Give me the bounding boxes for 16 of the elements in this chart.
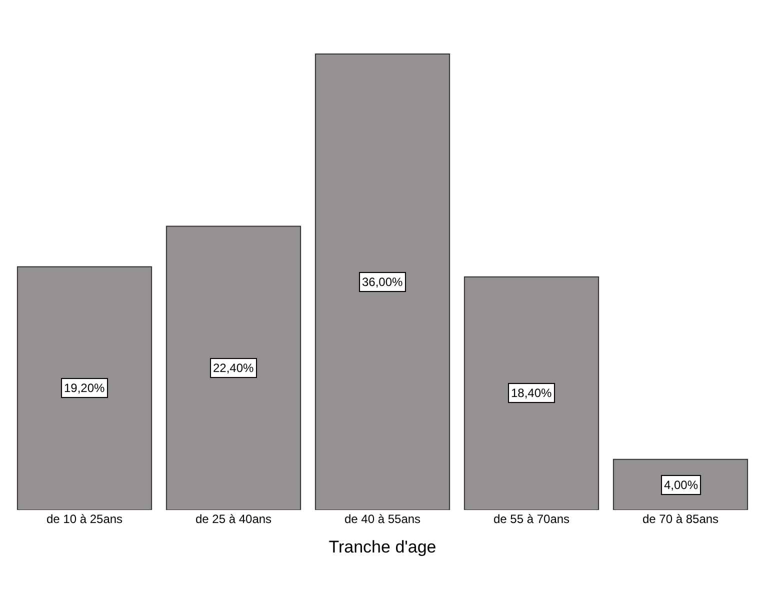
data-label: 22,40%	[213, 361, 254, 375]
x-axis-title: Tranche d'age	[328, 537, 436, 556]
bar	[166, 226, 302, 510]
bar	[464, 276, 600, 510]
data-label: 4,00%	[664, 478, 698, 492]
bar	[314, 54, 450, 510]
data-label: 18,40%	[511, 386, 552, 400]
x-tick-label: de 25 à 40ans	[195, 512, 272, 526]
bar	[612, 458, 748, 510]
data-label: 19,20%	[64, 381, 106, 395]
x-tick-label: de 10 à 25ans	[46, 512, 123, 526]
x-tick-label: de 70 à 85ans	[642, 512, 719, 526]
x-tick-label: de 55 à 70ans	[493, 512, 570, 526]
bar	[16, 266, 152, 510]
x-tick-label: de 40 à 55ans	[344, 512, 421, 526]
data-label: 36,00%	[362, 275, 404, 289]
